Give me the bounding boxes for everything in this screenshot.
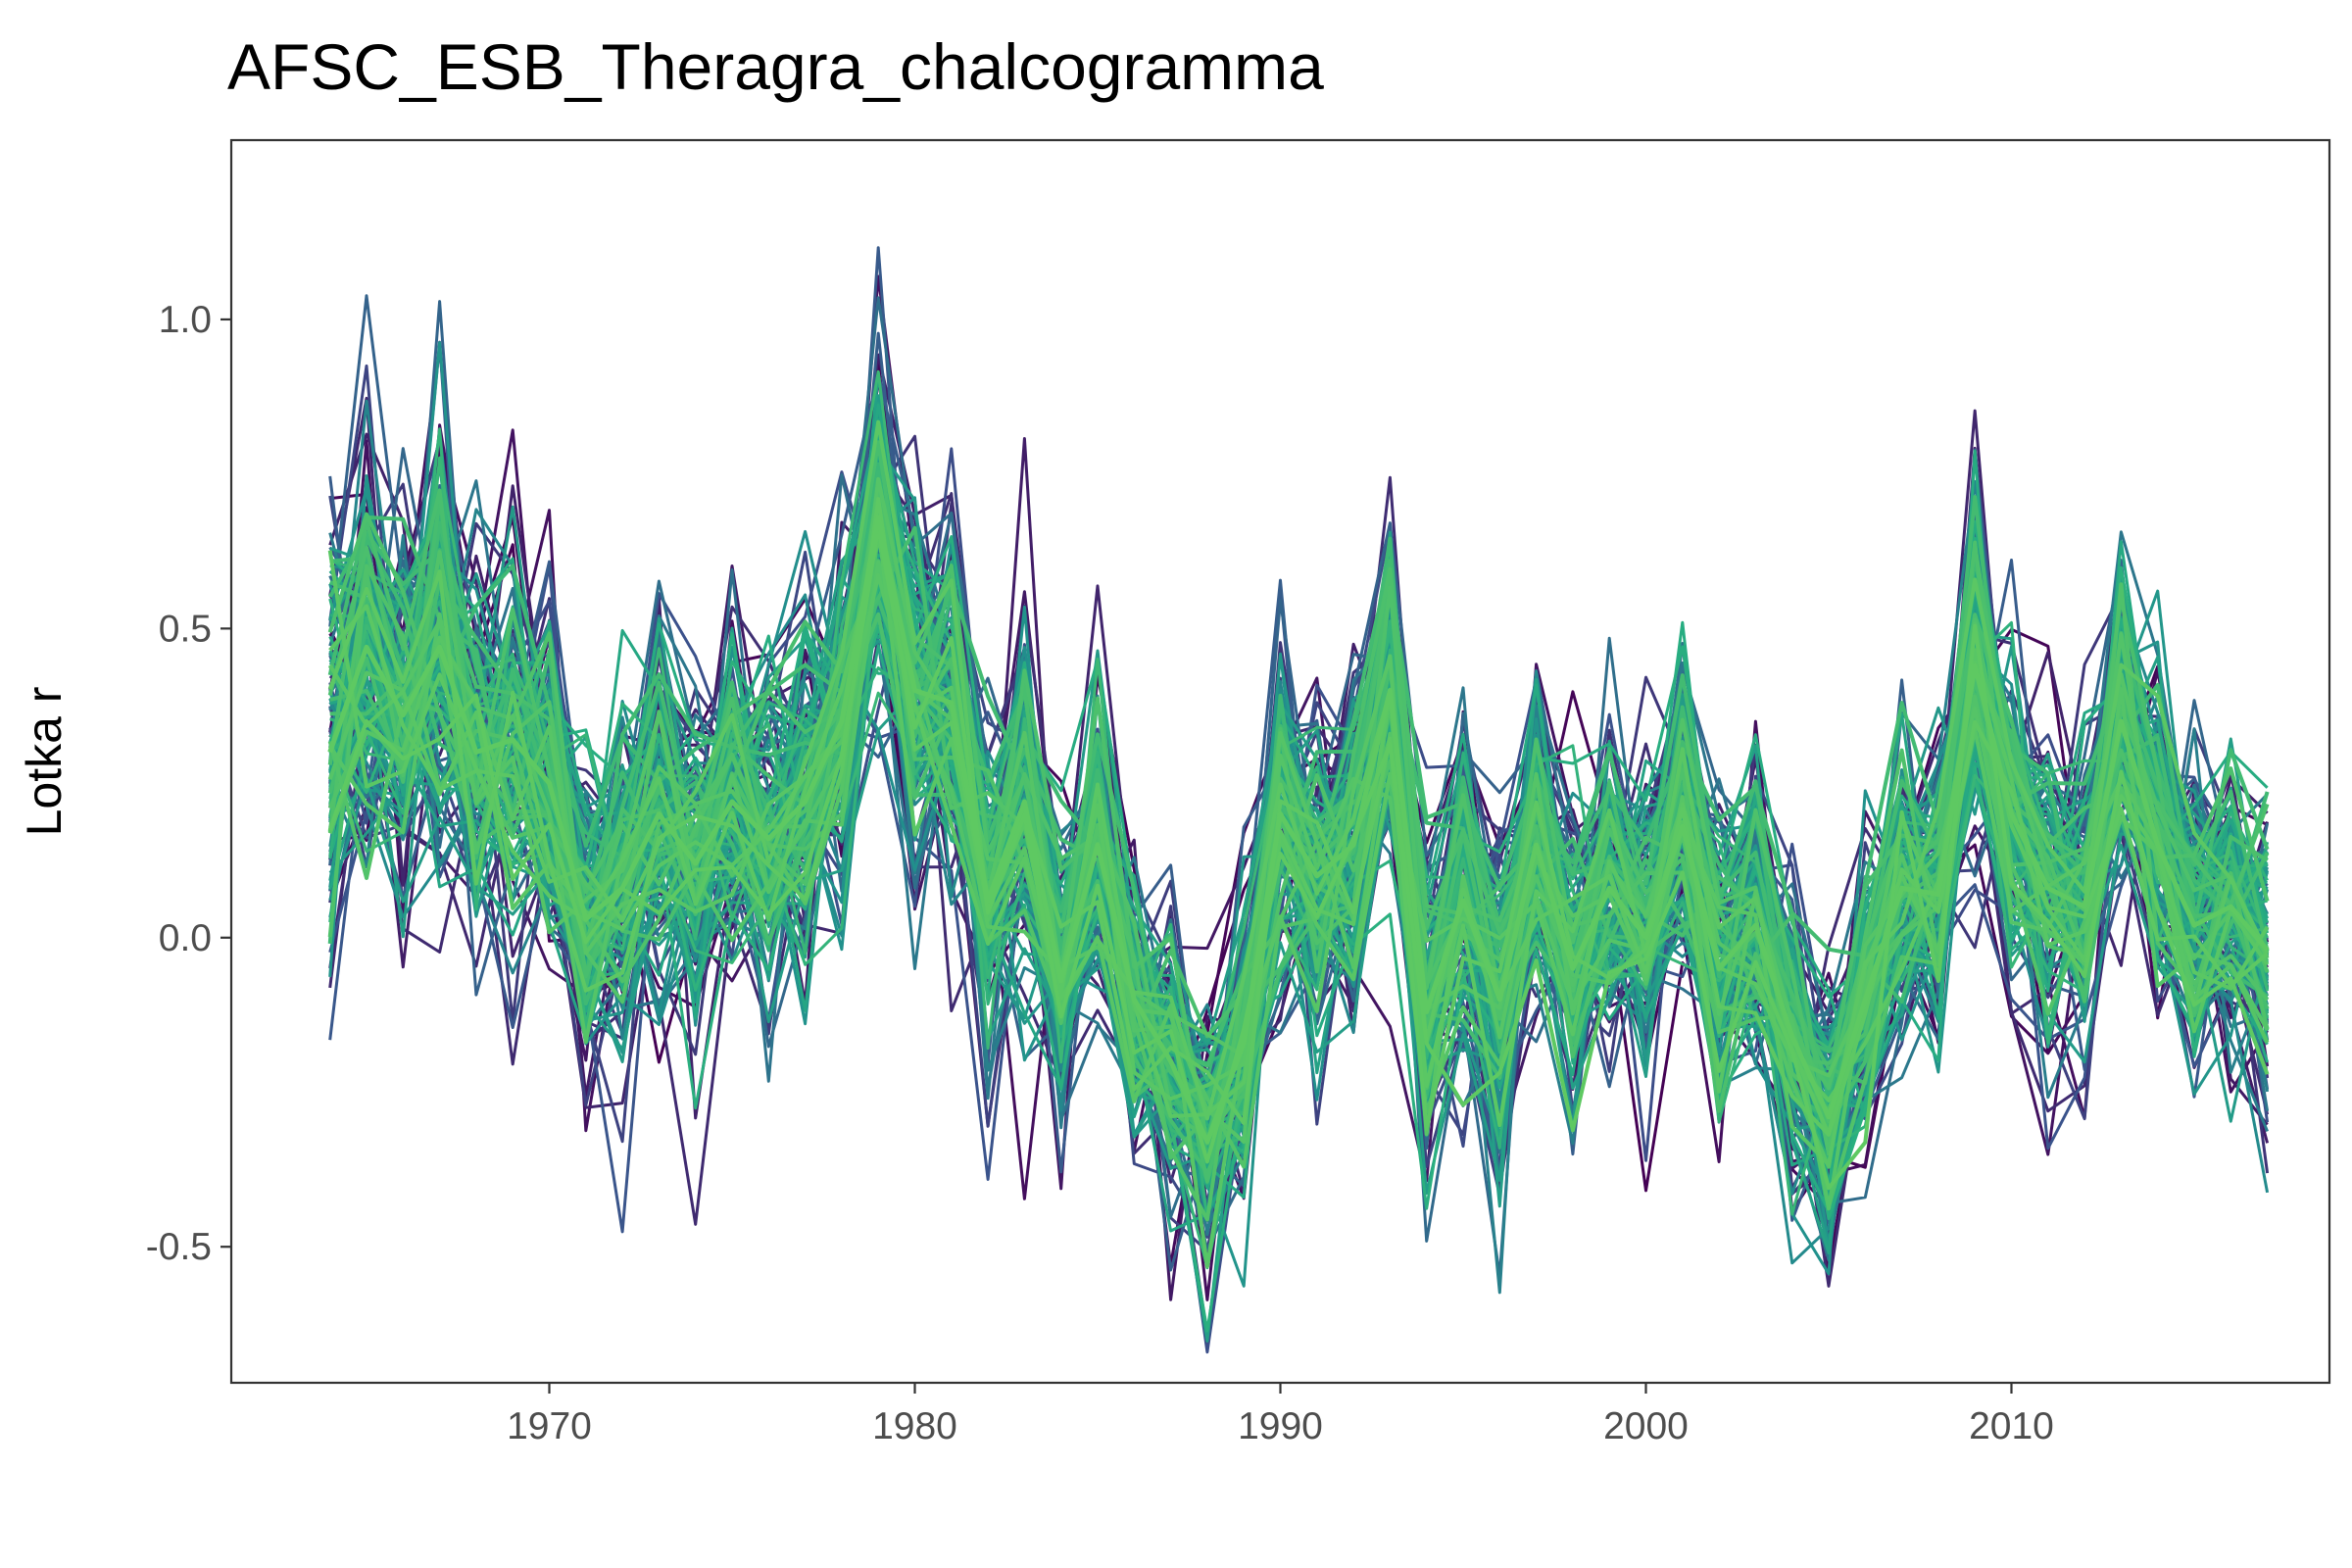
y-axis: -0.5 0.0 0.5 1.0: [146, 299, 231, 1268]
series-line: [327, 497, 2269, 1137]
series-layer: [327, 246, 2270, 1354]
y-tick-label: 1.0: [159, 299, 212, 341]
y-tick-label: 0.0: [159, 917, 212, 959]
x-tick-label: 1990: [1238, 1405, 1323, 1447]
x-tick-label: 2000: [1603, 1405, 1689, 1447]
x-tick-label: 1980: [872, 1405, 957, 1447]
y-axis-title: Lotka r: [17, 687, 72, 837]
central-series-line: [327, 514, 2270, 1145]
series-line: [327, 524, 2270, 1191]
x-tick-label: 2010: [1969, 1405, 2054, 1447]
series-line: [327, 476, 2270, 1169]
y-tick-label: -0.5: [146, 1226, 212, 1268]
x-tick-label: 1970: [507, 1405, 592, 1447]
y-tick-label: 0.5: [159, 608, 212, 650]
x-axis: 1970 1980 1990 2000 2010: [507, 1383, 2054, 1447]
chart-title: AFSC_ESB_Theragra_chalcogramma: [227, 30, 1324, 103]
